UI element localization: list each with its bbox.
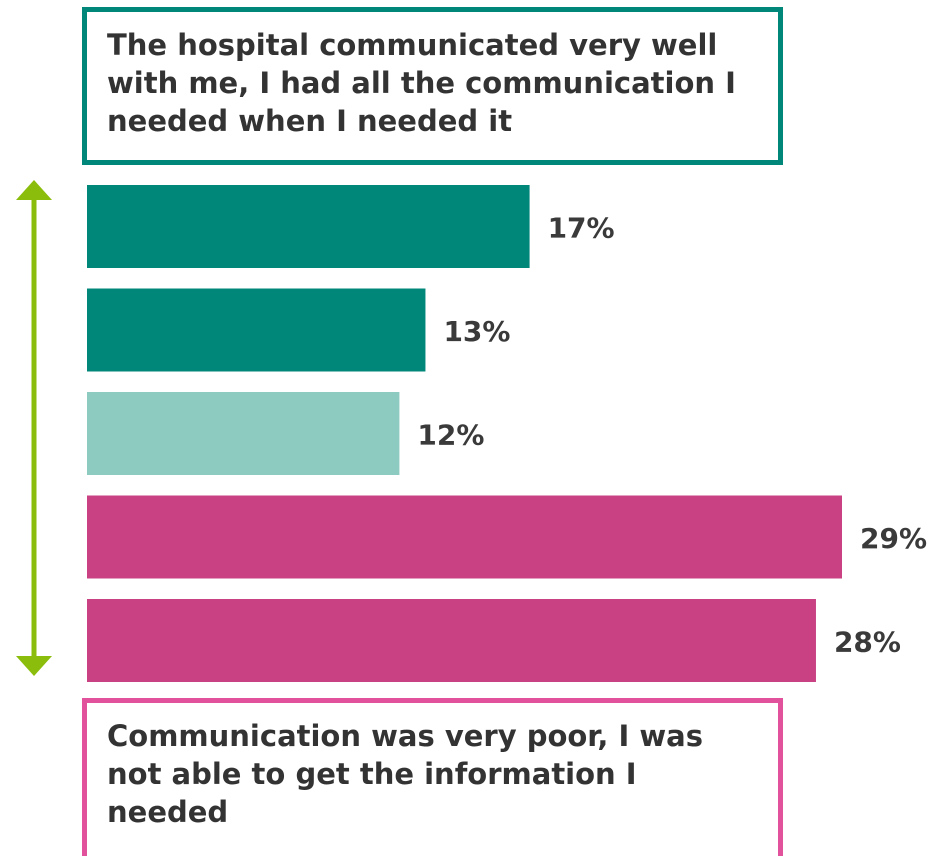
bar-5 [87, 599, 816, 682]
bar-2 [87, 288, 426, 372]
bar-value-label-2: 13% [443, 315, 510, 348]
bar-value-label-3: 12% [417, 419, 484, 452]
bar-value-label-4: 29% [860, 522, 927, 555]
scale-arrow-up-head [16, 180, 52, 200]
bar-3 [87, 392, 400, 475]
bar-value-label-5: 28% [834, 626, 901, 659]
bar-4 [87, 495, 842, 579]
bar-1 [87, 185, 530, 268]
scale-arrow-down-head [16, 656, 52, 676]
top-scale-label: The hospital communicated very well with… [82, 7, 783, 165]
bottom-scale-label: Communication was very poor, I was not a… [82, 698, 783, 856]
top-scale-label-text: The hospital communicated very well with… [107, 28, 736, 138]
bar-chart: 17% 13% 12% 29% 28% [16, 180, 927, 682]
bottom-scale-label-text: Communication was very poor, I was not a… [107, 719, 703, 829]
bar-value-label-1: 17% [548, 212, 615, 245]
